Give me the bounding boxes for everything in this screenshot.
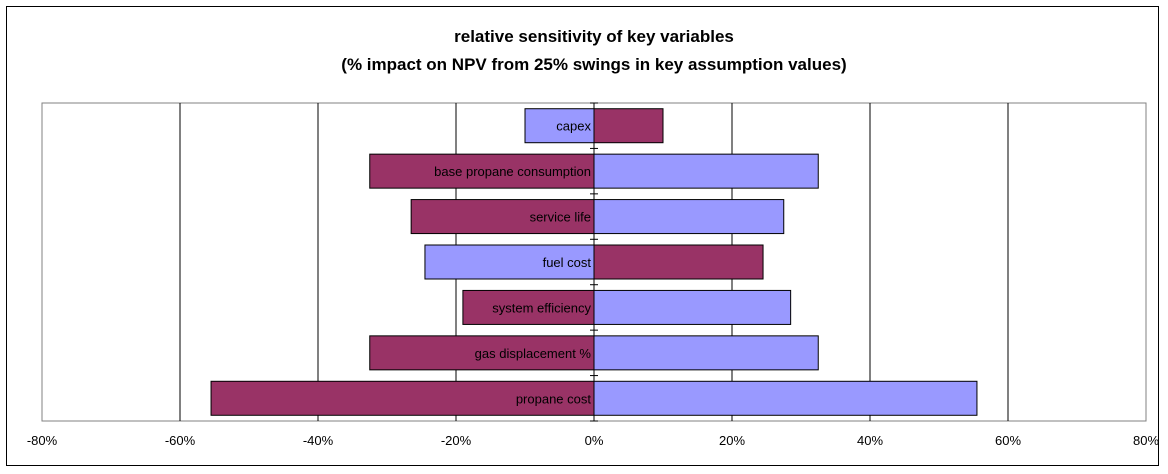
bar-negative-2 (369, 153, 595, 189)
x-tick-label-0: -80% (27, 433, 58, 448)
bar-label-5: system efficiency (492, 300, 591, 315)
x-tick-label-6: 40% (857, 433, 883, 448)
bar-positive-5 (593, 289, 792, 325)
x-tick-label-1: -60% (165, 433, 196, 448)
chart-subtitle: (% impact on NPV from 25% swings in key … (341, 55, 846, 74)
bar-positive-2 (593, 153, 819, 189)
bars-group: capex base propane consumption service lif… (210, 108, 978, 416)
chart-title: relative sensitivity of key variables (454, 27, 734, 46)
bar-positive-6 (593, 335, 819, 371)
bar-label-1: capex (556, 119, 591, 134)
bar-label-6: gas displacement % (475, 346, 592, 361)
bar-positive-1 (593, 108, 664, 144)
bar-label-2: base propane consumption (434, 164, 591, 179)
bar-positive-7 (593, 380, 978, 416)
x-tick-label-4: 0% (585, 433, 604, 448)
x-tick-label-2: -40% (303, 433, 334, 448)
bar-label-7: propane cost (516, 391, 592, 406)
bar-negative-6 (369, 335, 595, 371)
bar-positive-4 (593, 244, 764, 280)
axis-group: -80% -60% -40% -20% 0% 20% 40% 60% 80% (27, 102, 1159, 448)
bar-negative-5 (462, 289, 595, 325)
x-tick-label-7: 60% (995, 433, 1021, 448)
bar-negative-7 (210, 380, 595, 416)
bar-label-3: service life (530, 210, 591, 225)
bar-label-4: fuel cost (543, 255, 592, 270)
bar-positive-3 (593, 199, 785, 235)
x-tick-label-8: 80% (1133, 433, 1159, 448)
x-tick-label-3: -20% (441, 433, 472, 448)
x-tick-label-5: 20% (719, 433, 745, 448)
bar-negative-4 (424, 244, 595, 280)
